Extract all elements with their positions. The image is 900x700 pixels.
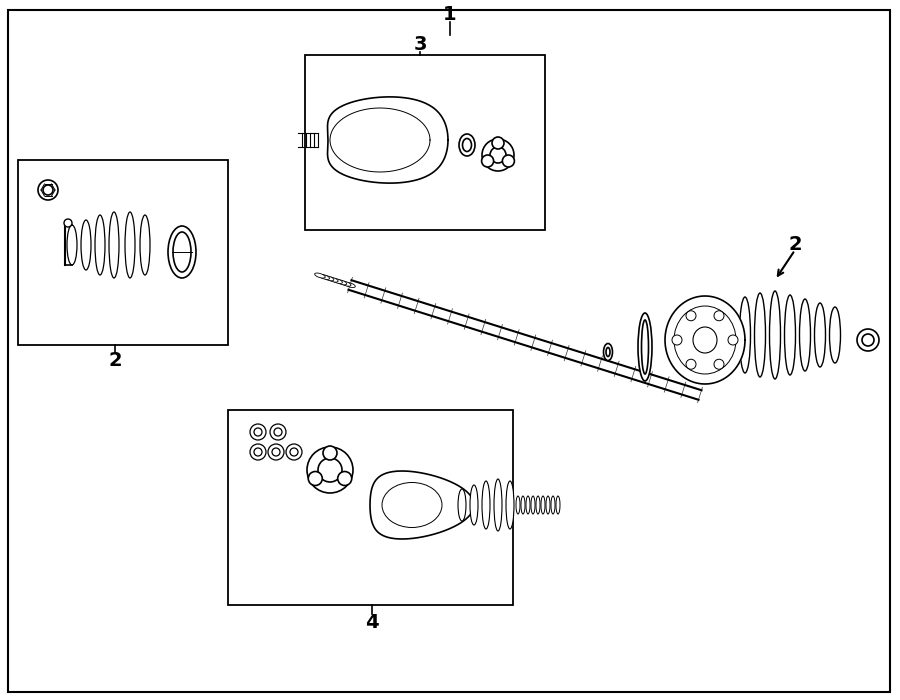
- Circle shape: [492, 137, 504, 149]
- Ellipse shape: [536, 496, 540, 514]
- Circle shape: [857, 329, 879, 351]
- Text: 4: 4: [365, 612, 379, 631]
- Ellipse shape: [332, 279, 342, 284]
- Ellipse shape: [526, 496, 530, 514]
- Ellipse shape: [814, 303, 825, 367]
- Circle shape: [338, 472, 352, 486]
- Circle shape: [714, 311, 724, 321]
- Bar: [228, 410, 513, 605]
- Text: 1: 1: [443, 6, 457, 25]
- Ellipse shape: [740, 297, 751, 373]
- Ellipse shape: [531, 496, 535, 514]
- Ellipse shape: [95, 215, 105, 275]
- Ellipse shape: [785, 295, 796, 375]
- Polygon shape: [370, 471, 474, 539]
- Ellipse shape: [482, 481, 490, 529]
- Circle shape: [274, 428, 282, 436]
- Circle shape: [502, 155, 515, 167]
- Ellipse shape: [340, 281, 351, 286]
- Ellipse shape: [458, 489, 466, 521]
- Ellipse shape: [328, 277, 338, 282]
- Circle shape: [714, 359, 724, 369]
- Circle shape: [290, 448, 298, 456]
- Ellipse shape: [319, 274, 329, 279]
- Ellipse shape: [556, 496, 560, 514]
- Text: 3: 3: [413, 36, 427, 55]
- Circle shape: [272, 448, 280, 456]
- Ellipse shape: [642, 320, 649, 374]
- Ellipse shape: [345, 283, 356, 288]
- Text: 2: 2: [108, 351, 122, 370]
- Ellipse shape: [516, 496, 520, 514]
- Ellipse shape: [770, 291, 780, 379]
- Ellipse shape: [521, 496, 525, 514]
- Ellipse shape: [494, 479, 502, 531]
- Polygon shape: [328, 97, 448, 183]
- Circle shape: [672, 335, 682, 345]
- Circle shape: [686, 311, 696, 321]
- Circle shape: [490, 147, 506, 163]
- Ellipse shape: [551, 496, 555, 514]
- Circle shape: [482, 139, 514, 171]
- Ellipse shape: [546, 496, 550, 514]
- Ellipse shape: [168, 226, 196, 278]
- Ellipse shape: [323, 276, 334, 281]
- Circle shape: [254, 428, 262, 436]
- Ellipse shape: [125, 212, 135, 278]
- Circle shape: [307, 447, 353, 493]
- Ellipse shape: [109, 212, 119, 278]
- Ellipse shape: [638, 313, 652, 381]
- Circle shape: [268, 444, 284, 460]
- Circle shape: [250, 444, 266, 460]
- Circle shape: [250, 424, 266, 440]
- Text: 2: 2: [788, 235, 802, 255]
- Bar: [18, 160, 228, 345]
- Circle shape: [728, 335, 738, 345]
- Ellipse shape: [470, 485, 478, 525]
- Ellipse shape: [315, 273, 325, 278]
- Circle shape: [323, 446, 337, 460]
- Ellipse shape: [81, 220, 91, 270]
- Circle shape: [254, 448, 262, 456]
- Ellipse shape: [541, 496, 545, 514]
- Ellipse shape: [606, 347, 610, 356]
- Ellipse shape: [754, 293, 766, 377]
- Ellipse shape: [463, 139, 472, 151]
- Polygon shape: [665, 296, 745, 384]
- Circle shape: [270, 424, 286, 440]
- Ellipse shape: [830, 307, 841, 363]
- Circle shape: [286, 444, 302, 460]
- Circle shape: [309, 472, 322, 486]
- Circle shape: [64, 219, 72, 227]
- Ellipse shape: [799, 299, 811, 371]
- Circle shape: [482, 155, 493, 167]
- Circle shape: [862, 334, 874, 346]
- Ellipse shape: [173, 232, 191, 272]
- Circle shape: [686, 359, 696, 369]
- Ellipse shape: [506, 481, 514, 529]
- Ellipse shape: [336, 280, 346, 285]
- Ellipse shape: [459, 134, 475, 156]
- Ellipse shape: [67, 225, 77, 265]
- Circle shape: [38, 180, 58, 200]
- Ellipse shape: [140, 215, 150, 275]
- Circle shape: [43, 185, 53, 195]
- Ellipse shape: [604, 344, 613, 360]
- Bar: [305, 55, 545, 230]
- Circle shape: [318, 458, 342, 482]
